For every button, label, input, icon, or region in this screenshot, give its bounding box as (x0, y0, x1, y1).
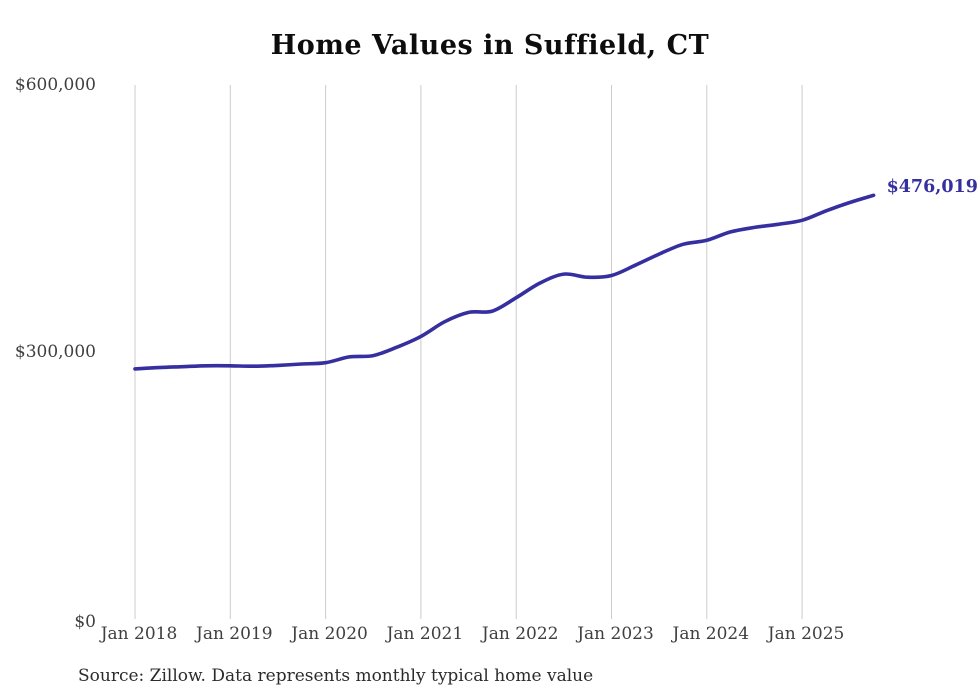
x-tick-label: Jan 2018 (100, 624, 178, 644)
x-tick-label: Jan 2023 (577, 624, 654, 644)
home-value-line (133, 193, 876, 371)
source-note: Source: Zillow. Data represents monthly … (78, 666, 594, 686)
x-tick-label: Jan 2025 (767, 624, 845, 644)
x-tick-label: Jan 2019 (196, 624, 273, 644)
y-tick-label: $300,000 (14, 342, 96, 362)
current-value-label: $476,019 (886, 177, 978, 198)
y-tick-label: $600,000 (14, 75, 96, 95)
x-tick-label: Jan 2022 (481, 624, 559, 644)
chart-title: Home Values in Suffield, CT (270, 30, 710, 61)
y-tick-label: $0 (74, 612, 96, 632)
x-tick-label: Jan 2020 (291, 624, 368, 644)
x-tick-label: Jan 2024 (672, 624, 750, 644)
x-tick-label: Jan 2021 (386, 624, 464, 644)
